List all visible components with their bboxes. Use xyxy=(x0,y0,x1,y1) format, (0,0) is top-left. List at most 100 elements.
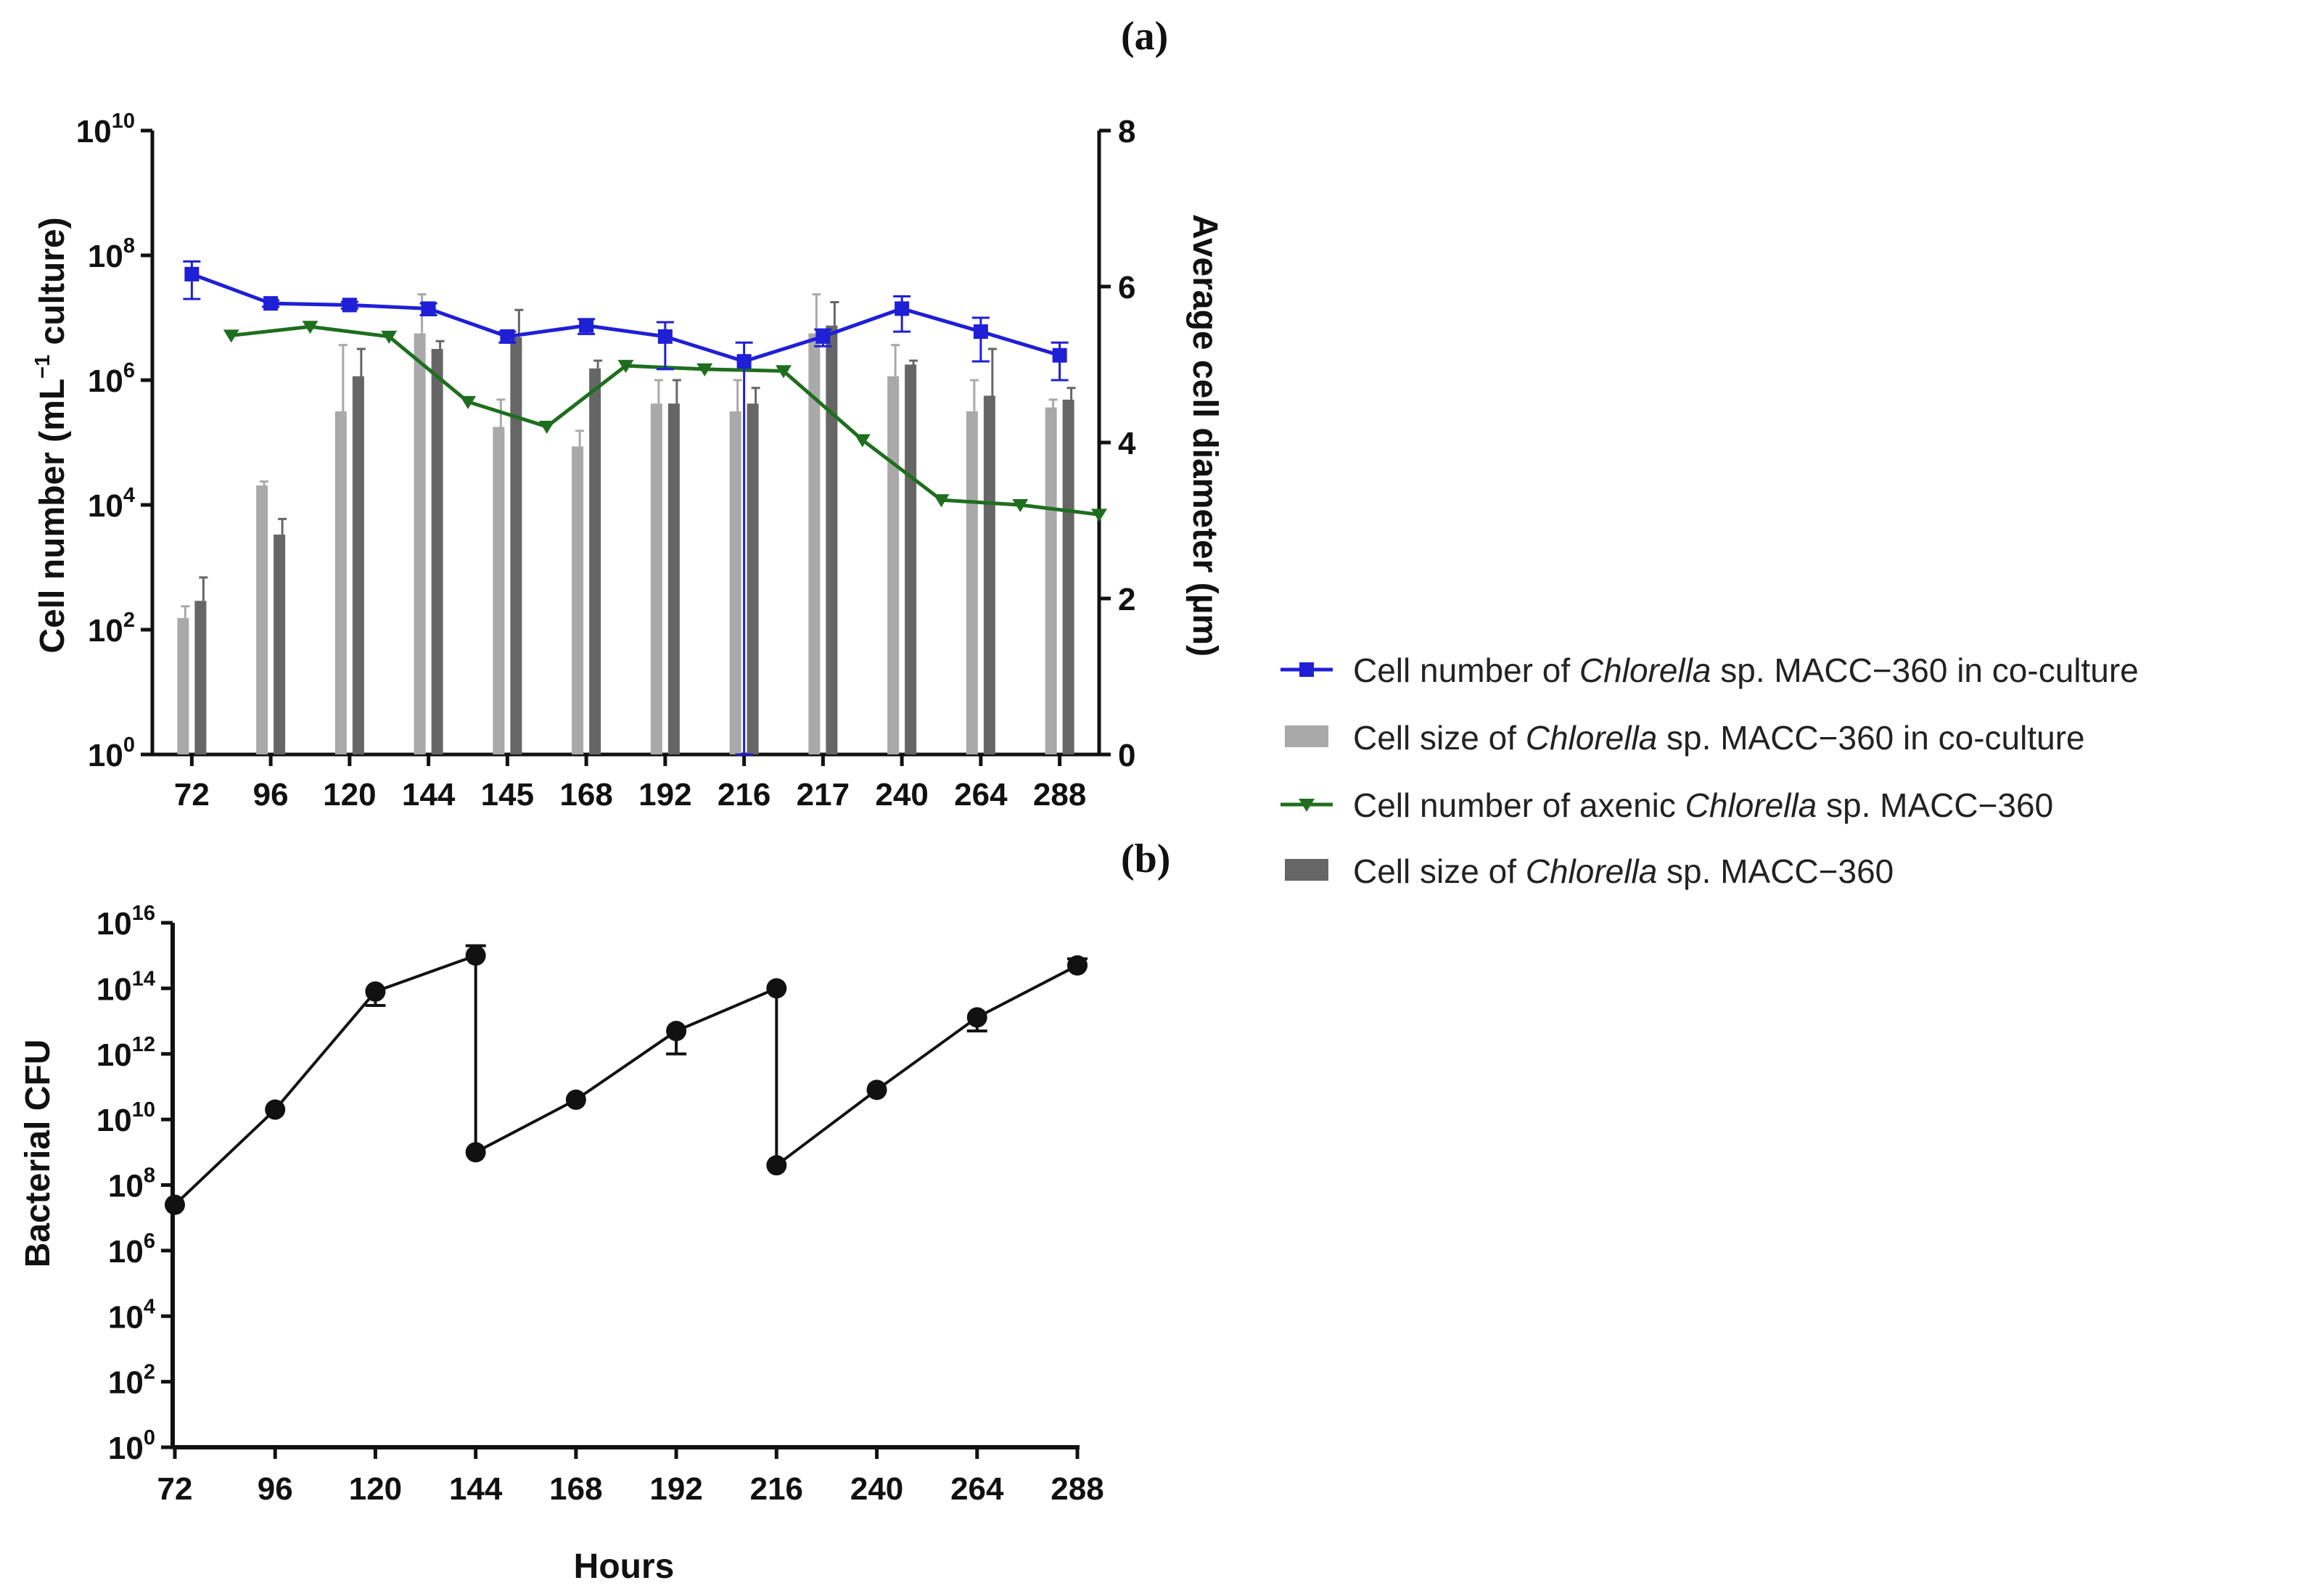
chart-a-axenic-point xyxy=(460,395,476,409)
legend-label-italic: Chlorella xyxy=(1685,786,1817,824)
chart-b-point xyxy=(666,1021,687,1042)
chart-a-y-tick-label: 102 xyxy=(88,609,135,649)
chart-a-axenic-point xyxy=(617,360,634,374)
chart-b-x-tick-label: 288 xyxy=(1051,1471,1103,1507)
chart-b-y-tick-label-base: 10 xyxy=(96,906,132,942)
chart-a-axenic-point xyxy=(223,329,239,343)
chart-a-y-tick-label-exp: 10 xyxy=(112,110,135,133)
chart-a-coculture-point xyxy=(657,329,673,344)
chart-a-y-tick-label-exp: 8 xyxy=(123,234,135,258)
legend-label-italic: Chlorella xyxy=(1579,651,1711,689)
chart-a-coculture-line xyxy=(191,272,1061,363)
chart-a-bar xyxy=(177,617,189,754)
chart-a-coculture-point xyxy=(736,354,752,369)
chart-b-y-tick-label-exp: 16 xyxy=(132,902,155,925)
legend-label-italic: Chlorella xyxy=(1526,719,1658,757)
chart-a-y-tick-label: 100 xyxy=(88,733,135,773)
chart-a-x-tick-label: 217 xyxy=(797,777,850,813)
chart-a-bar xyxy=(572,446,584,754)
legend-label: Cell size of Chlorella sp. MACC−360 in c… xyxy=(1353,719,2085,757)
chart-a-bar xyxy=(808,333,821,754)
chart-a-bar xyxy=(256,485,268,754)
chart-b-y-tick-label: 100 xyxy=(108,1426,155,1466)
legend-triangle-marker xyxy=(1299,799,1315,812)
chart-a-axenic-point xyxy=(538,421,555,435)
chart-a-coculture-point xyxy=(500,329,515,344)
chart-a-y-tick-label-base: 10 xyxy=(88,488,123,524)
chart-a-bar xyxy=(589,368,601,754)
chart-a-coculture-point xyxy=(895,301,910,316)
legend-label-text: Cell size of xyxy=(1353,719,1526,757)
legend-label-italic: Chlorella xyxy=(1526,852,1658,890)
chart-a-bar xyxy=(1045,407,1057,754)
chart-a-coculture-point xyxy=(815,329,831,344)
chart-b-x-axis-label: Hours xyxy=(574,1547,675,1586)
chart-b-point xyxy=(766,1155,787,1176)
chart-a-y-right-axis-label: Average cell diameter (µm) xyxy=(1185,214,1224,657)
chart-a-y-tick-label: 1010 xyxy=(76,110,135,149)
chart-b-x-tick-label: 120 xyxy=(349,1471,402,1507)
chart-a-x-tick-label: 216 xyxy=(718,777,770,813)
legend-label-text: sp. MACC−360 xyxy=(1817,786,2053,824)
legend: Cell number of Chlorella sp. MACC−360 in… xyxy=(1281,651,2139,890)
legend-label: Cell number of axenic Chlorella sp. MACC… xyxy=(1353,786,2053,824)
legend-label: Cell size of Chlorella sp. MACC−360 xyxy=(1353,852,1894,890)
chart-a-bar xyxy=(983,395,995,754)
legend-label-text: sp. MACC−360 in co-culture xyxy=(1657,719,2084,757)
chart-a: Cell number (mL−1 culture) Average cell … xyxy=(31,110,1224,813)
chart-b-line xyxy=(173,953,1078,1206)
chart-a-bar xyxy=(493,427,505,754)
chart-a-bar xyxy=(966,411,978,754)
chart-b-x-tick-label: 72 xyxy=(157,1471,193,1507)
chart-b-x-tick-label: 168 xyxy=(549,1471,602,1507)
chart-a-x-tick-label: 144 xyxy=(402,777,456,813)
chart-b-point xyxy=(465,1142,486,1163)
chart-a-y-right-tick-label: 6 xyxy=(1118,270,1135,305)
chart-b-point xyxy=(565,1089,586,1110)
chart-a-bar xyxy=(1062,399,1074,754)
chart-a-axenic-point xyxy=(302,321,318,334)
chart-b-point xyxy=(365,981,386,1002)
chart-a-bar xyxy=(352,376,364,754)
chart-a-x-tick-label: 240 xyxy=(875,777,928,813)
chart-a-axenic-point xyxy=(696,363,713,377)
chart-a-bar xyxy=(667,403,680,754)
chart-a-y-right-tick-label: 4 xyxy=(1118,426,1136,461)
chart-a-axenic-point xyxy=(381,330,398,344)
chart-a-x-tick-label: 192 xyxy=(638,777,691,813)
chart-b-y-tick-label-exp: 12 xyxy=(132,1033,155,1056)
chart-b-point xyxy=(465,945,486,966)
chart-a-y-right-tick-label: 0 xyxy=(1118,738,1135,773)
chart-b-y-tick-label-base: 10 xyxy=(96,971,132,1007)
chart-a-coculture-point xyxy=(1052,347,1067,363)
legend-bar-swatch xyxy=(1285,859,1328,881)
chart-a-bar xyxy=(650,403,662,754)
chart-b-y-tick-label-base: 10 xyxy=(96,1037,132,1073)
chart-b-y-tick-label-base: 10 xyxy=(108,1169,144,1204)
legend-square-marker xyxy=(1299,662,1314,677)
chart-a-y-right-tick-label: 8 xyxy=(1118,114,1135,149)
chart-b-x-tick-label: 144 xyxy=(449,1471,503,1507)
chart-b-point xyxy=(966,1007,987,1028)
chart-a-y-tick-label-base: 10 xyxy=(88,239,123,274)
chart-b-y-tick-label-exp: 0 xyxy=(144,1426,155,1449)
chart-a-y-tick-label-exp: 2 xyxy=(123,609,135,632)
chart-a-axenic-point xyxy=(1091,509,1107,522)
chart-a-y-tick-label: 104 xyxy=(88,484,135,524)
chart-a-bar xyxy=(414,333,426,754)
chart-a-y-tick-label-base: 10 xyxy=(76,114,112,149)
chart-a-bar xyxy=(334,411,347,754)
chart-a-bar xyxy=(194,601,207,754)
legend-bar-swatch xyxy=(1285,725,1328,747)
chart-b-y-tick-label-exp: 8 xyxy=(144,1164,155,1188)
chart-b-y-tick-label: 1010 xyxy=(96,1098,155,1138)
chart-a-x-tick-label: 264 xyxy=(954,777,1008,813)
legend-label-text: Cell size of xyxy=(1353,852,1526,890)
chart-a-y-tick-label: 108 xyxy=(88,234,135,274)
legend-label-text: sp. MACC−360 xyxy=(1657,852,1894,890)
chart-b-y-tick-label: 1016 xyxy=(96,902,155,942)
chart-a-y-tick-label-exp: 4 xyxy=(123,484,135,507)
chart-b-y-tick-label-exp: 4 xyxy=(144,1295,155,1318)
chart-a-bar xyxy=(729,411,741,754)
